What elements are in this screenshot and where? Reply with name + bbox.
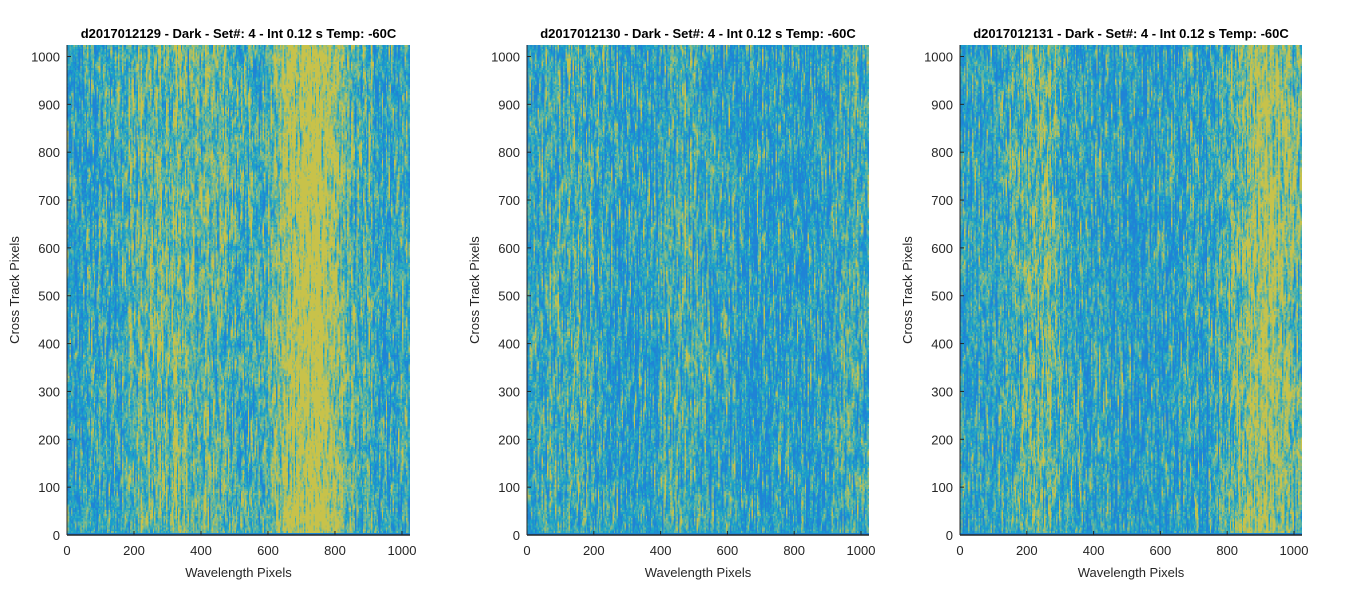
y-tick-label: 700 xyxy=(498,193,520,208)
x-tick-label: 1000 xyxy=(1280,543,1309,558)
y-tick-label: 1000 xyxy=(924,49,953,64)
chart-title: d2017012129 - Dark - Set#: 4 - Int 0.12 … xyxy=(81,26,397,41)
y-tick-label: 400 xyxy=(931,337,953,352)
y-tick-label: 800 xyxy=(931,145,953,160)
y-tick-label: 1000 xyxy=(31,49,60,64)
y-tick-label: 100 xyxy=(38,480,60,495)
y-tick-label: 0 xyxy=(53,528,60,543)
x-tick-label: 400 xyxy=(190,543,212,558)
heatmap-image xyxy=(960,45,1302,535)
y-tick-label: 500 xyxy=(931,289,953,304)
y-tick-label: 600 xyxy=(38,241,60,256)
heatmap-image xyxy=(527,45,869,535)
y-axis-label: Cross Track Pixels xyxy=(467,236,482,344)
y-axis-label: Cross Track Pixels xyxy=(7,236,22,344)
x-tick-label: 1000 xyxy=(388,543,417,558)
y-tick-label: 300 xyxy=(931,384,953,399)
x-tick-label: 800 xyxy=(324,543,346,558)
y-tick-label: 400 xyxy=(38,337,60,352)
x-tick-label: 0 xyxy=(956,543,963,558)
x-tick-label: 800 xyxy=(1216,543,1238,558)
x-axis-label: Wavelength Pixels xyxy=(645,565,752,580)
y-tick-label: 1000 xyxy=(491,49,520,64)
heatmap-panel-1: 0 200 400 600 800 1000 0 100 200 300 400 500 600 700 8… xyxy=(7,26,416,580)
chart-title: d2017012131 - Dark - Set#: 4 - Int 0.12 … xyxy=(973,26,1289,41)
y-tick-label: 0 xyxy=(946,528,953,543)
x-tick-label: 600 xyxy=(1150,543,1172,558)
x-tick-label: 1000 xyxy=(847,543,876,558)
x-tick-label: 0 xyxy=(63,543,70,558)
y-tick-label: 900 xyxy=(931,97,953,112)
y-tick-label: 100 xyxy=(931,480,953,495)
heatmap-panel-2: 0 200 400 600 800 1000 0 100 200 300 400 500 600 700 8… xyxy=(467,26,875,580)
x-tick-label: 200 xyxy=(123,543,145,558)
x-tick-label: 0 xyxy=(523,543,530,558)
x-axis-label: Wavelength Pixels xyxy=(185,565,292,580)
x-tick-label: 400 xyxy=(650,543,672,558)
y-tick-label: 800 xyxy=(38,145,60,160)
x-tick-label: 400 xyxy=(1083,543,1105,558)
heatmap-image xyxy=(67,45,410,535)
y-tick-label: 200 xyxy=(38,432,60,447)
x-tick-label: 200 xyxy=(1016,543,1038,558)
y-tick-label: 600 xyxy=(498,241,520,256)
heatmap-panel-3: 0 200 400 600 800 1000 0 100 200 300 400 500 600 700 8… xyxy=(900,26,1308,580)
y-tick-label: 300 xyxy=(498,384,520,399)
x-tick-label: 600 xyxy=(257,543,279,558)
y-tick-label: 0 xyxy=(513,528,520,543)
y-tick-label: 500 xyxy=(38,289,60,304)
y-tick-label: 800 xyxy=(498,145,520,160)
y-tick-label: 900 xyxy=(38,97,60,112)
y-tick-label: 400 xyxy=(498,337,520,352)
y-tick-label: 600 xyxy=(931,241,953,256)
y-tick-label: 100 xyxy=(498,480,520,495)
y-tick-label: 200 xyxy=(931,432,953,447)
y-tick-label: 500 xyxy=(498,289,520,304)
x-tick-label: 200 xyxy=(583,543,605,558)
y-tick-label: 200 xyxy=(498,432,520,447)
y-tick-label: 300 xyxy=(38,384,60,399)
y-axis-label: Cross Track Pixels xyxy=(900,236,915,344)
y-tick-label: 900 xyxy=(498,97,520,112)
y-tick-label: 700 xyxy=(931,193,953,208)
x-axis-label: Wavelength Pixels xyxy=(1078,565,1185,580)
y-tick-label: 700 xyxy=(38,193,60,208)
x-tick-label: 800 xyxy=(783,543,805,558)
x-tick-label: 600 xyxy=(717,543,739,558)
chart-title: d2017012130 - Dark - Set#: 4 - Int 0.12 … xyxy=(540,26,856,41)
